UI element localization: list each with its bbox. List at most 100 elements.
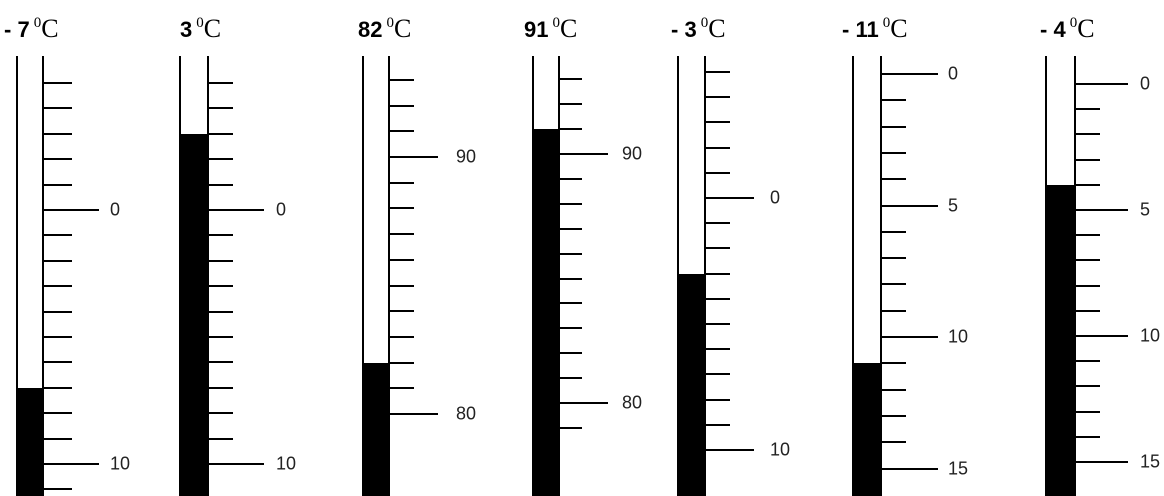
minor-tick <box>390 182 414 184</box>
minor-tick <box>706 121 730 123</box>
minor-tick <box>882 99 906 101</box>
major-tick <box>390 156 438 158</box>
minor-tick <box>44 336 72 338</box>
reading-label: 91 0C <box>524 14 577 44</box>
thermometer-tube <box>852 56 882 496</box>
minor-tick <box>209 361 233 363</box>
minor-tick <box>44 412 72 414</box>
minor-tick <box>882 415 906 417</box>
tick-label: 80 <box>456 403 477 424</box>
minor-tick <box>1076 234 1100 236</box>
reading-value: 91 <box>524 17 549 42</box>
major-tick <box>44 209 99 211</box>
tick-label: 10 <box>770 439 791 460</box>
mercury-column <box>179 133 209 496</box>
minor-tick <box>209 133 233 135</box>
tick-label: 5 <box>1140 199 1151 220</box>
major-tick <box>209 209 264 211</box>
minor-tick <box>882 389 906 391</box>
minor-tick <box>560 278 582 280</box>
major-tick <box>882 73 938 75</box>
degree-symbol: 0 <box>386 15 394 31</box>
minor-tick <box>560 228 582 230</box>
minor-tick <box>390 105 414 107</box>
degree-symbol: 0 <box>882 15 891 31</box>
reading-value: - 3 <box>671 17 697 42</box>
minor-tick <box>1076 360 1100 362</box>
minor-tick <box>882 178 906 180</box>
minor-tick <box>44 133 72 135</box>
minor-tick <box>209 158 233 160</box>
unit-letter: C <box>203 14 222 43</box>
reading-value: - 4 <box>1040 17 1066 42</box>
minor-tick <box>209 82 233 84</box>
minor-tick <box>706 71 730 73</box>
tick-label: 10 <box>276 453 297 474</box>
major-tick <box>706 449 754 451</box>
minor-tick <box>1076 184 1100 186</box>
minor-tick <box>882 126 906 128</box>
minor-tick <box>44 184 72 186</box>
degree-symbol: 0 <box>196 15 204 31</box>
reading-label: 3 0C <box>180 14 221 44</box>
minor-tick <box>390 130 414 132</box>
minor-tick <box>209 438 233 440</box>
tick-label: 10 <box>110 453 131 474</box>
thermometer-tube <box>362 56 390 496</box>
minor-tick <box>390 259 414 261</box>
thermometer-tube <box>179 56 209 496</box>
mercury-column <box>362 362 390 496</box>
minor-tick <box>882 441 906 443</box>
tick-label: 0 <box>276 199 287 220</box>
minor-tick <box>1076 259 1100 261</box>
unit-letter: C <box>890 14 908 43</box>
reading-label: - 11 0C <box>842 14 908 44</box>
minor-tick <box>390 362 414 364</box>
major-tick <box>882 205 938 207</box>
minor-tick <box>706 247 730 249</box>
tick-label: 0 <box>110 199 121 220</box>
minor-tick <box>882 231 906 233</box>
thermometer-tube <box>677 56 706 496</box>
minor-tick <box>882 362 906 364</box>
minor-tick <box>706 298 730 300</box>
thermometer-tube <box>1045 56 1076 496</box>
minor-tick <box>560 427 582 429</box>
reading-label: - 7 0C <box>4 14 59 44</box>
minor-tick <box>44 285 72 287</box>
minor-tick <box>44 361 72 363</box>
reading-value: - 11 <box>842 17 879 42</box>
minor-tick <box>44 107 72 109</box>
minor-tick <box>706 399 730 401</box>
tick-label: 0 <box>770 187 781 208</box>
minor-tick <box>390 285 414 287</box>
minor-tick <box>44 82 72 84</box>
minor-tick <box>706 147 730 149</box>
minor-tick <box>560 128 582 130</box>
minor-tick <box>209 336 233 338</box>
minor-tick <box>882 283 906 285</box>
minor-tick <box>209 412 233 414</box>
tick-label: 5 <box>948 195 959 215</box>
minor-tick <box>1076 385 1100 387</box>
minor-tick <box>390 310 414 312</box>
minor-tick <box>1076 108 1100 110</box>
minor-tick <box>390 79 414 81</box>
minor-tick <box>706 96 730 98</box>
major-tick <box>390 413 438 415</box>
minor-tick <box>390 387 414 389</box>
major-tick <box>1076 335 1128 337</box>
minor-tick <box>209 184 233 186</box>
minor-tick <box>560 103 582 105</box>
minor-tick <box>560 327 582 329</box>
minor-tick <box>44 488 72 490</box>
minor-tick <box>44 158 72 160</box>
minor-tick <box>209 285 233 287</box>
minor-tick <box>706 222 730 224</box>
minor-tick <box>390 207 414 209</box>
